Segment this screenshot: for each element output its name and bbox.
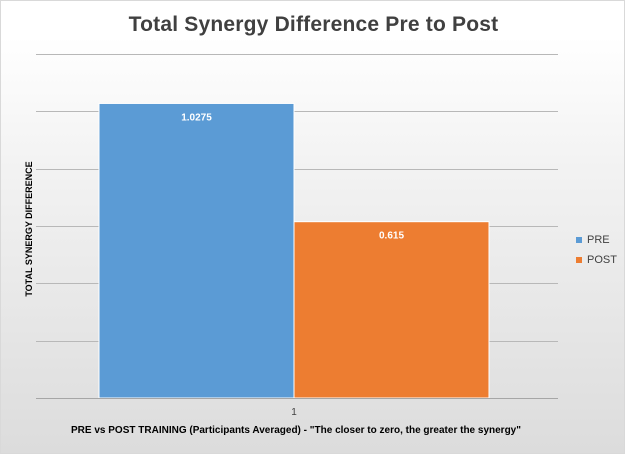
- legend-item-post: POST: [576, 250, 617, 270]
- legend-swatch: [576, 257, 582, 263]
- x-tick-label: 1: [291, 407, 297, 418]
- legend-item-pre: PRE: [576, 230, 617, 250]
- bar-post: [293, 221, 490, 399]
- legend: PRE POST: [576, 230, 617, 270]
- legend-swatch: [576, 237, 582, 243]
- chart-title: Total Synergy Difference Pre to Post: [128, 13, 499, 36]
- data-label-pre: 1.0275: [181, 112, 212, 123]
- data-label-post: 0.615: [379, 231, 404, 242]
- x-axis-label: PRE vs POST TRAINING (Participants Avera…: [71, 425, 521, 436]
- bar-pre: [98, 102, 295, 399]
- legend-label: POST: [587, 254, 617, 266]
- legend-label: PRE: [587, 234, 610, 246]
